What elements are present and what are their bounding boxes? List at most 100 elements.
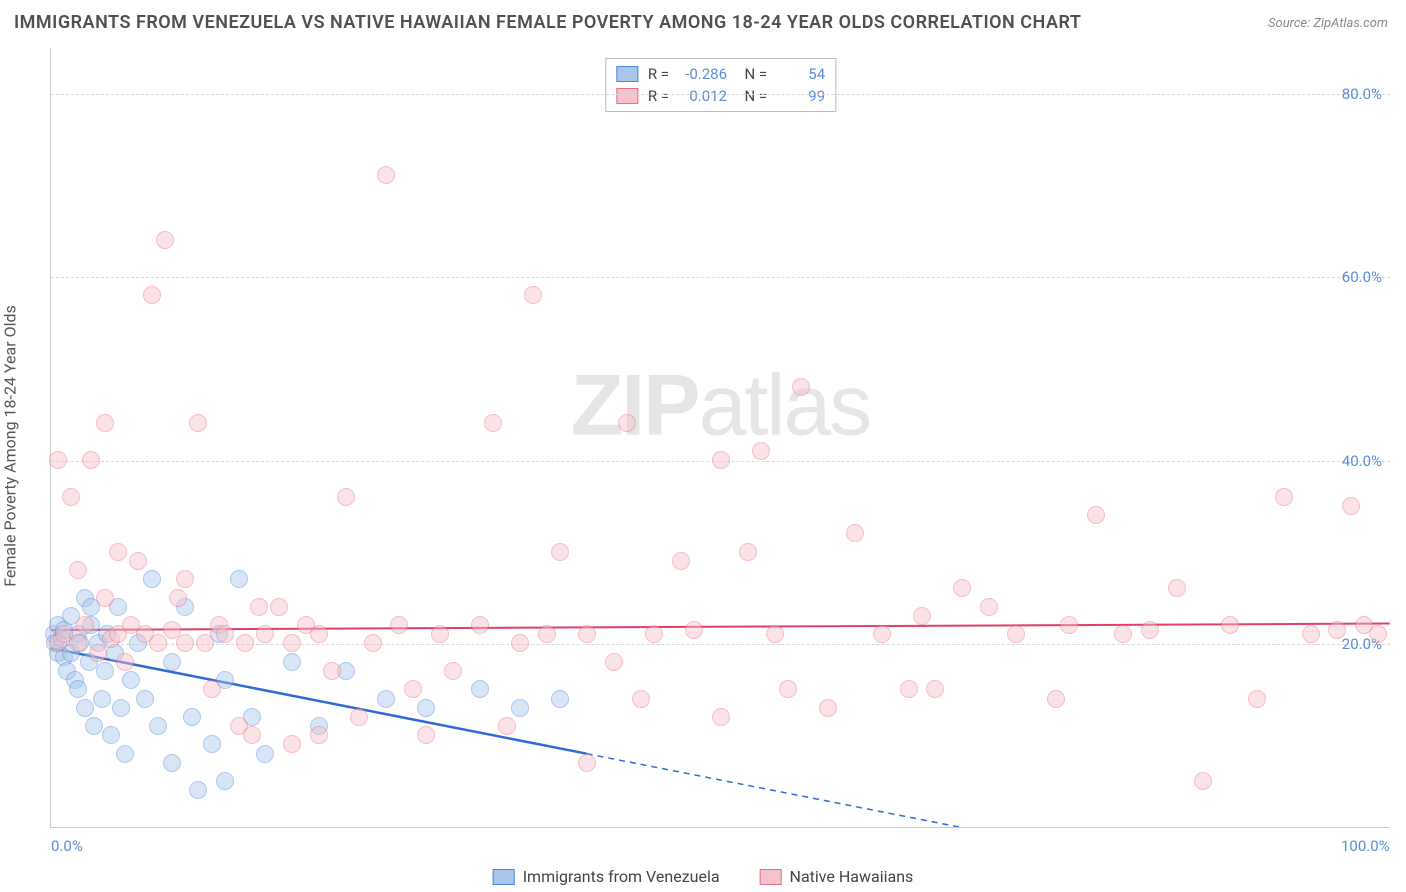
legend-swatch: [616, 88, 638, 104]
data-point: [364, 634, 382, 652]
data-point: [1060, 616, 1078, 634]
legend-series: Immigrants from Venezuela Native Hawaiian…: [493, 867, 914, 886]
data-point: [183, 708, 201, 726]
data-point: [524, 286, 542, 304]
data-point: [685, 621, 703, 639]
legend-swatch: [616, 66, 638, 82]
data-point: [1141, 621, 1159, 639]
stat-n-value: 54: [777, 65, 825, 83]
data-point: [819, 699, 837, 717]
data-point: [712, 708, 730, 726]
y-tick-label: 80.0%: [1342, 85, 1382, 103]
data-point: [1328, 621, 1346, 639]
data-point: [953, 579, 971, 597]
data-point: [551, 543, 569, 561]
data-point: [256, 625, 274, 643]
data-point: [1248, 690, 1266, 708]
x-tick-label: 0.0%: [51, 837, 83, 855]
data-point: [1221, 616, 1239, 634]
data-point: [149, 717, 167, 735]
data-point: [236, 634, 254, 652]
data-point: [1007, 625, 1025, 643]
data-point: [511, 699, 529, 717]
data-point: [1087, 506, 1105, 524]
data-point: [900, 680, 918, 698]
data-point: [69, 561, 87, 579]
gridline: [51, 277, 1390, 278]
data-point: [76, 699, 94, 717]
data-point: [578, 625, 596, 643]
legend-item: Immigrants from Venezuela: [493, 867, 720, 886]
data-point: [143, 570, 161, 588]
data-point: [1194, 772, 1212, 790]
legend-stat-row: R =0.012 N =99: [616, 85, 825, 107]
data-point: [1114, 625, 1132, 643]
source-attribution: Source: ZipAtlas.com: [1268, 16, 1388, 31]
data-point: [1047, 690, 1065, 708]
data-point: [256, 745, 274, 763]
data-point: [752, 442, 770, 460]
data-point: [163, 653, 181, 671]
data-point: [417, 726, 435, 744]
data-point: [779, 680, 797, 698]
legend-item: Native Hawaiians: [760, 867, 914, 886]
data-point: [511, 634, 529, 652]
legend-label: Immigrants from Venezuela: [523, 867, 720, 886]
data-point: [645, 625, 663, 643]
data-point: [189, 781, 207, 799]
data-point: [129, 552, 147, 570]
data-point: [404, 680, 422, 698]
data-point: [82, 451, 100, 469]
data-point: [96, 662, 114, 680]
data-point: [283, 634, 301, 652]
data-point: [243, 726, 261, 744]
data-point: [310, 726, 328, 744]
stat-r-value: -0.286: [679, 65, 727, 83]
data-point: [766, 625, 784, 643]
data-point: [112, 699, 130, 717]
data-point: [484, 414, 502, 432]
data-point: [498, 717, 516, 735]
data-point: [417, 699, 435, 717]
data-point: [189, 414, 207, 432]
data-point: [551, 690, 569, 708]
y-tick-label: 60.0%: [1342, 268, 1382, 286]
data-point: [283, 653, 301, 671]
data-point: [76, 616, 94, 634]
legend-label: Native Hawaiians: [790, 867, 914, 886]
y-tick-label: 40.0%: [1342, 452, 1382, 470]
stat-r-label: R =: [648, 65, 669, 83]
plot-area: ZIPatlas R =-0.286 N =54R =0.012 N =99 2…: [50, 48, 1390, 828]
data-point: [89, 644, 107, 662]
data-point: [116, 653, 134, 671]
data-point: [672, 552, 690, 570]
data-point: [169, 589, 187, 607]
data-point: [216, 772, 234, 790]
stat-r-label: R =: [648, 87, 669, 105]
data-point: [149, 634, 167, 652]
data-point: [471, 680, 489, 698]
data-point: [176, 570, 194, 588]
data-point: [93, 690, 111, 708]
chart-title: IMMIGRANTS FROM VENEZUELA VS NATIVE HAWA…: [14, 12, 1081, 33]
data-point: [116, 745, 134, 763]
data-point: [270, 598, 288, 616]
data-point: [96, 414, 114, 432]
data-point: [739, 543, 757, 561]
data-point: [62, 488, 80, 506]
legend-swatch: [760, 869, 782, 885]
data-point: [85, 717, 103, 735]
data-point: [980, 598, 998, 616]
data-point: [176, 634, 194, 652]
data-point: [350, 708, 368, 726]
data-point: [216, 625, 234, 643]
data-point: [632, 690, 650, 708]
data-point: [1168, 579, 1186, 597]
data-point: [873, 625, 891, 643]
watermark: ZIPatlas: [571, 357, 870, 456]
data-point: [69, 680, 87, 698]
data-point: [310, 625, 328, 643]
data-point: [102, 726, 120, 744]
data-point: [471, 616, 489, 634]
gridline: [51, 94, 1390, 95]
